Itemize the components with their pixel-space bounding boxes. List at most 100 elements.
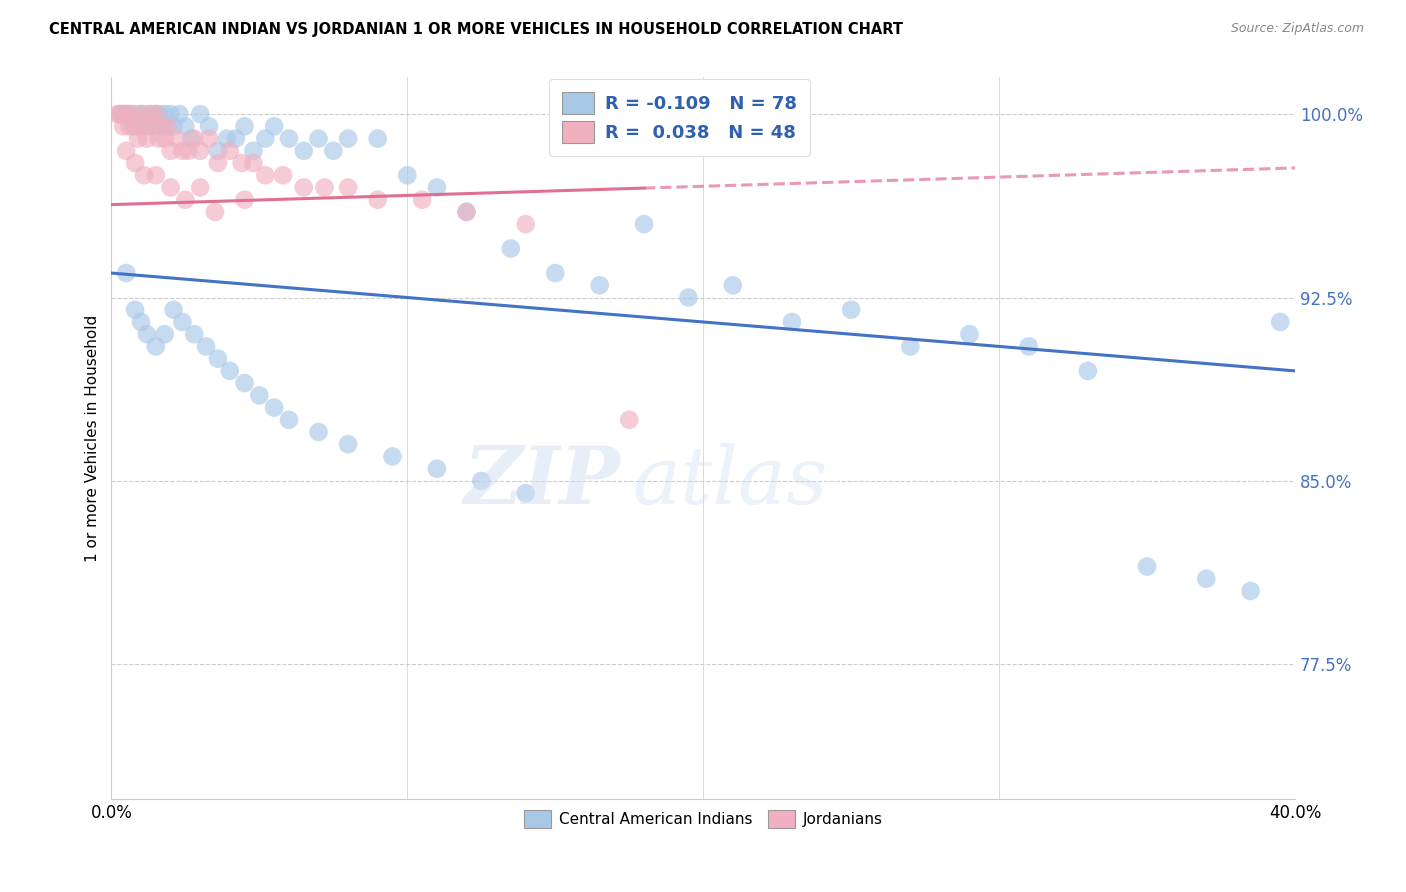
Point: [839, 302, 862, 317]
Legend: Central American Indians, Jordanians: Central American Indians, Jordanians: [517, 804, 889, 835]
Point: [218, 144, 240, 158]
Point: [411, 193, 433, 207]
Point: [544, 266, 567, 280]
Point: [148, 107, 170, 121]
Point: [1195, 572, 1218, 586]
Point: [153, 327, 176, 342]
Point: [499, 242, 522, 256]
Point: [188, 107, 211, 121]
Point: [132, 168, 155, 182]
Point: [132, 120, 155, 134]
Point: [263, 401, 285, 415]
Point: [959, 327, 981, 342]
Point: [1136, 559, 1159, 574]
Point: [254, 168, 277, 182]
Point: [254, 131, 277, 145]
Point: [159, 107, 181, 121]
Point: [426, 461, 449, 475]
Point: [367, 131, 389, 145]
Point: [129, 315, 152, 329]
Point: [1018, 339, 1040, 353]
Point: [129, 107, 152, 121]
Point: [162, 302, 184, 317]
Text: ZIP: ZIP: [464, 442, 620, 520]
Point: [150, 120, 173, 134]
Point: [207, 156, 229, 170]
Point: [124, 107, 146, 121]
Point: [142, 120, 165, 134]
Point: [105, 107, 128, 121]
Point: [169, 107, 191, 121]
Point: [207, 351, 229, 366]
Point: [198, 131, 221, 145]
Point: [121, 120, 143, 134]
Point: [225, 131, 247, 145]
Point: [247, 388, 270, 402]
Y-axis label: 1 or more Vehicles in Household: 1 or more Vehicles in Household: [86, 315, 100, 562]
Point: [233, 120, 256, 134]
Point: [337, 437, 360, 451]
Point: [381, 450, 404, 464]
Point: [1239, 584, 1261, 599]
Point: [242, 156, 264, 170]
Point: [183, 327, 205, 342]
Point: [337, 180, 360, 194]
Point: [172, 144, 194, 158]
Point: [115, 266, 138, 280]
Point: [150, 120, 173, 134]
Point: [1077, 364, 1099, 378]
Point: [633, 217, 655, 231]
Point: [139, 107, 162, 121]
Point: [183, 131, 205, 145]
Point: [110, 107, 132, 121]
Point: [142, 120, 165, 134]
Point: [898, 339, 921, 353]
Point: [233, 193, 256, 207]
Point: [127, 120, 149, 134]
Point: [174, 120, 197, 134]
Point: [292, 144, 315, 158]
Point: [233, 376, 256, 390]
Point: [263, 120, 285, 134]
Point: [153, 131, 176, 145]
Point: [115, 107, 138, 121]
Point: [112, 120, 135, 134]
Point: [456, 205, 478, 219]
Point: [166, 131, 188, 145]
Point: [322, 144, 344, 158]
Point: [678, 291, 700, 305]
Point: [145, 107, 167, 121]
Point: [115, 144, 138, 158]
Point: [135, 327, 157, 342]
Point: [145, 168, 167, 182]
Point: [148, 131, 170, 145]
Text: CENTRAL AMERICAN INDIAN VS JORDANIAN 1 OR MORE VEHICLES IN HOUSEHOLD CORRELATION: CENTRAL AMERICAN INDIAN VS JORDANIAN 1 O…: [49, 22, 903, 37]
Point: [367, 193, 389, 207]
Point: [515, 217, 537, 231]
Point: [145, 339, 167, 353]
Point: [780, 315, 803, 329]
Point: [110, 107, 132, 121]
Point: [159, 180, 181, 194]
Point: [314, 180, 336, 194]
Point: [174, 193, 197, 207]
Point: [115, 107, 138, 121]
Point: [188, 144, 211, 158]
Text: atlas: atlas: [633, 442, 828, 520]
Point: [132, 107, 155, 121]
Point: [1270, 315, 1292, 329]
Point: [218, 364, 240, 378]
Point: [271, 168, 294, 182]
Point: [159, 144, 181, 158]
Point: [426, 180, 449, 194]
Point: [129, 107, 152, 121]
Point: [207, 144, 229, 158]
Point: [180, 131, 202, 145]
Point: [242, 144, 264, 158]
Point: [198, 120, 221, 134]
Point: [215, 131, 238, 145]
Point: [308, 131, 330, 145]
Point: [470, 474, 492, 488]
Point: [204, 205, 226, 219]
Point: [308, 425, 330, 439]
